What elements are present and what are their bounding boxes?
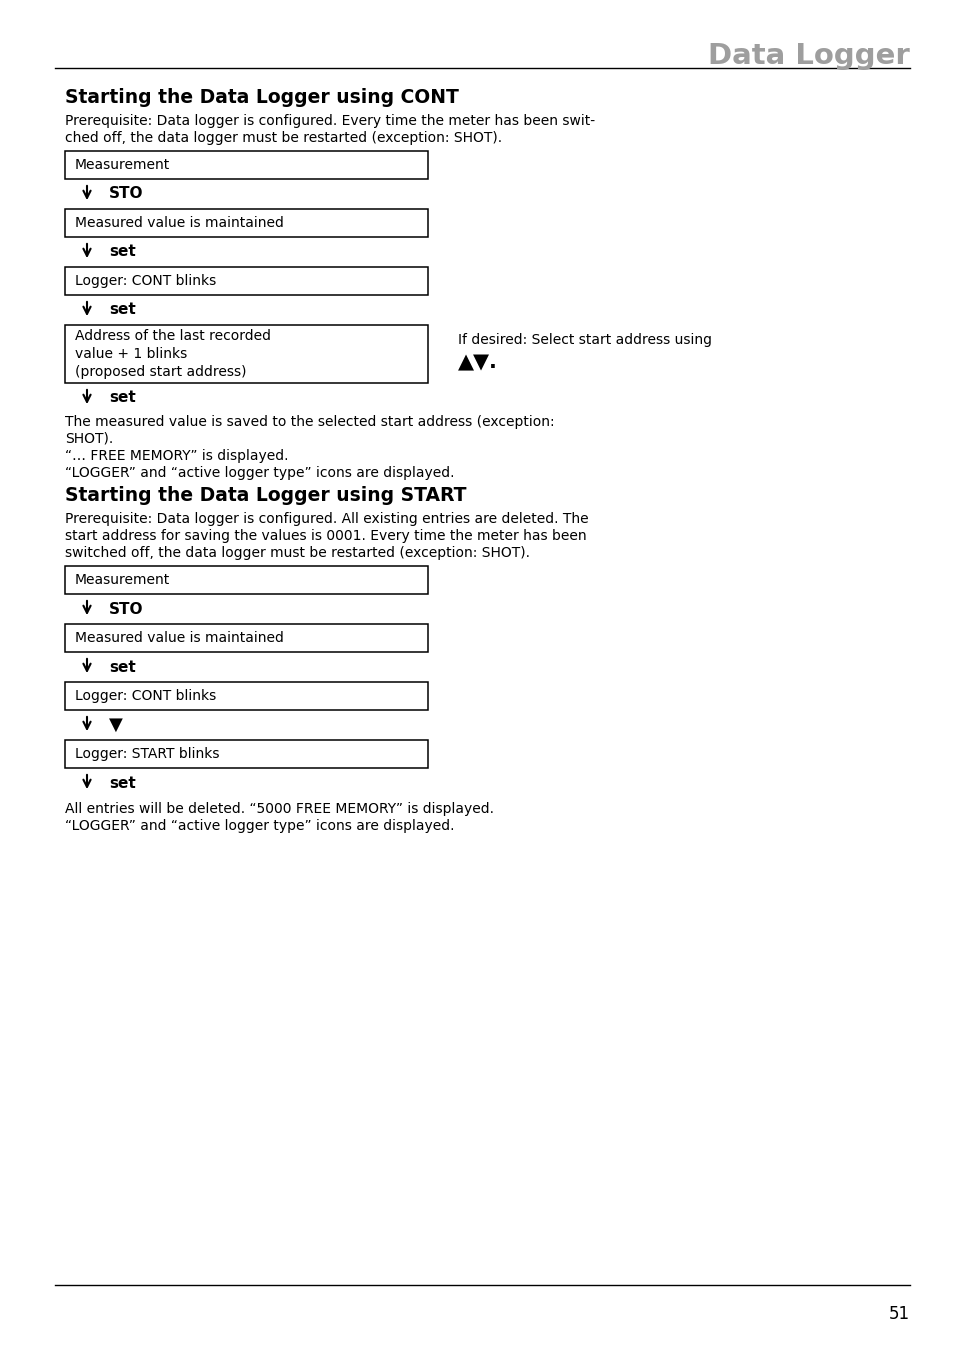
Text: start address for saving the values is 0001. Every time the meter has been: start address for saving the values is 0… xyxy=(65,529,586,543)
Text: STO: STO xyxy=(109,186,143,201)
FancyBboxPatch shape xyxy=(65,151,428,180)
Text: If desired: Select start address using: If desired: Select start address using xyxy=(457,333,711,347)
Text: Address of the last recorded
value + 1 blinks
(proposed start address): Address of the last recorded value + 1 b… xyxy=(75,328,271,379)
Text: Measured value is maintained: Measured value is maintained xyxy=(75,216,284,230)
Text: Data Logger: Data Logger xyxy=(707,42,909,70)
Text: ▲▼.: ▲▼. xyxy=(457,352,497,373)
Text: set: set xyxy=(109,244,135,259)
Text: ched off, the data logger must be restarted (exception: SHOT).: ched off, the data logger must be restar… xyxy=(65,131,501,144)
Text: Measurement: Measurement xyxy=(75,572,170,587)
Text: Logger: START blinks: Logger: START blinks xyxy=(75,747,219,761)
Text: SHOT).: SHOT). xyxy=(65,432,113,446)
Text: Starting the Data Logger using START: Starting the Data Logger using START xyxy=(65,486,466,505)
Text: Logger: CONT blinks: Logger: CONT blinks xyxy=(75,688,216,703)
Text: set: set xyxy=(109,660,135,675)
Text: ▼: ▼ xyxy=(109,716,123,734)
Text: Prerequisite: Data logger is configured. All existing entries are deleted. The: Prerequisite: Data logger is configured.… xyxy=(65,512,588,526)
FancyBboxPatch shape xyxy=(65,267,428,296)
Text: Measured value is maintained: Measured value is maintained xyxy=(75,630,284,645)
FancyBboxPatch shape xyxy=(65,740,428,768)
FancyBboxPatch shape xyxy=(65,682,428,710)
Text: set: set xyxy=(109,302,135,317)
Text: Logger: CONT blinks: Logger: CONT blinks xyxy=(75,274,216,288)
FancyBboxPatch shape xyxy=(65,624,428,652)
Text: set: set xyxy=(109,775,135,791)
FancyBboxPatch shape xyxy=(65,209,428,238)
Text: Prerequisite: Data logger is configured. Every time the meter has been swit-: Prerequisite: Data logger is configured.… xyxy=(65,113,595,128)
Text: STO: STO xyxy=(109,602,143,617)
Text: Measurement: Measurement xyxy=(75,158,170,171)
Text: “… FREE MEMORY” is displayed.: “… FREE MEMORY” is displayed. xyxy=(65,450,288,463)
Text: All entries will be deleted. “5000 FREE MEMORY” is displayed.: All entries will be deleted. “5000 FREE … xyxy=(65,802,494,815)
Text: switched off, the data logger must be restarted (exception: SHOT).: switched off, the data logger must be re… xyxy=(65,545,530,560)
Text: Starting the Data Logger using CONT: Starting the Data Logger using CONT xyxy=(65,88,458,107)
FancyBboxPatch shape xyxy=(65,566,428,594)
Text: “LOGGER” and “active logger type” icons are displayed.: “LOGGER” and “active logger type” icons … xyxy=(65,466,454,481)
Text: The measured value is saved to the selected start address (exception:: The measured value is saved to the selec… xyxy=(65,414,554,429)
Text: set: set xyxy=(109,390,135,405)
FancyBboxPatch shape xyxy=(65,325,428,383)
Text: “LOGGER” and “active logger type” icons are displayed.: “LOGGER” and “active logger type” icons … xyxy=(65,819,454,833)
Text: 51: 51 xyxy=(888,1305,909,1323)
